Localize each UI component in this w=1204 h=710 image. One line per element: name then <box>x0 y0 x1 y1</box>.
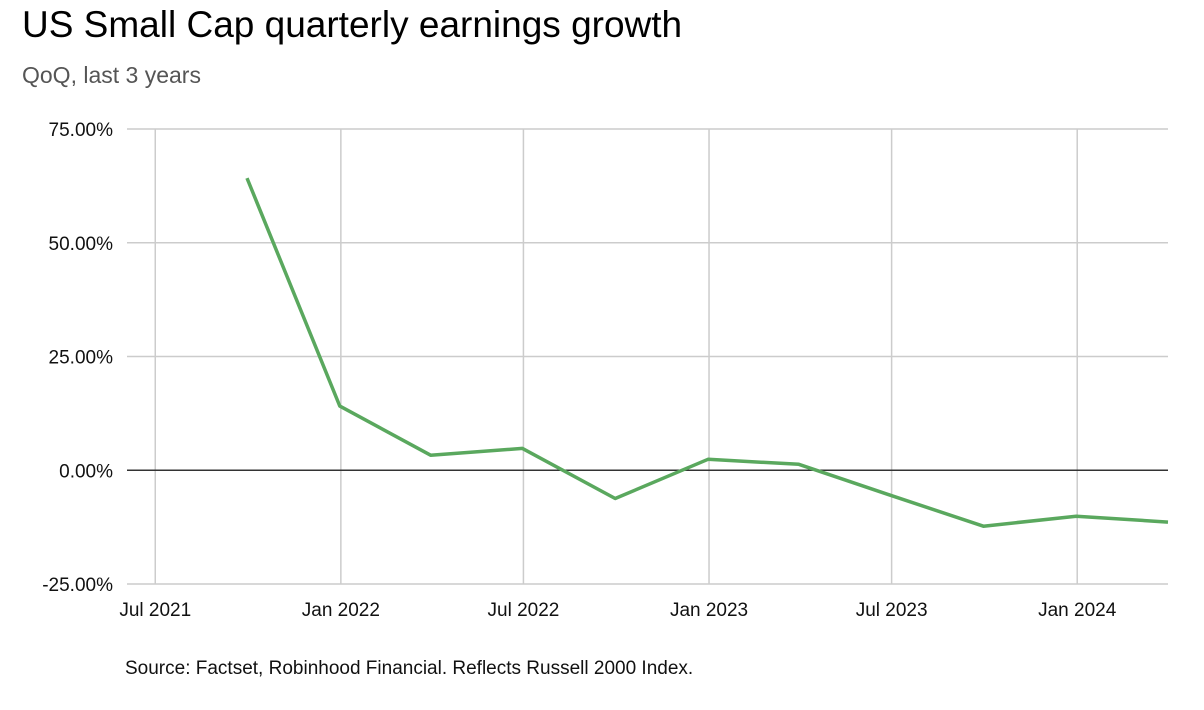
y-tick-label: 50.00% <box>49 234 114 255</box>
y-tick-label: 0.00% <box>59 461 113 482</box>
x-tick-label: Jul 2022 <box>488 600 560 621</box>
x-tick-label: Jan 2023 <box>670 600 748 621</box>
x-tick-label: Jan 2022 <box>302 600 380 621</box>
chart-source-note: Source: Factset, Robinhood Financial. Re… <box>125 658 694 679</box>
x-tick-label: Jul 2023 <box>856 600 928 621</box>
y-tick-label: 25.00% <box>49 348 114 369</box>
chart-subtitle: QoQ, last 3 years <box>22 62 201 88</box>
series-line <box>245 177 1169 528</box>
x-tick-label: Jan 2024 <box>1038 600 1117 621</box>
y-tick-label: -25.00% <box>42 575 113 596</box>
chart-title: US Small Cap quarterly earnings growth <box>22 4 683 45</box>
x-tick-label: Jul 2021 <box>119 600 191 621</box>
y-tick-label: 75.00% <box>49 120 114 141</box>
